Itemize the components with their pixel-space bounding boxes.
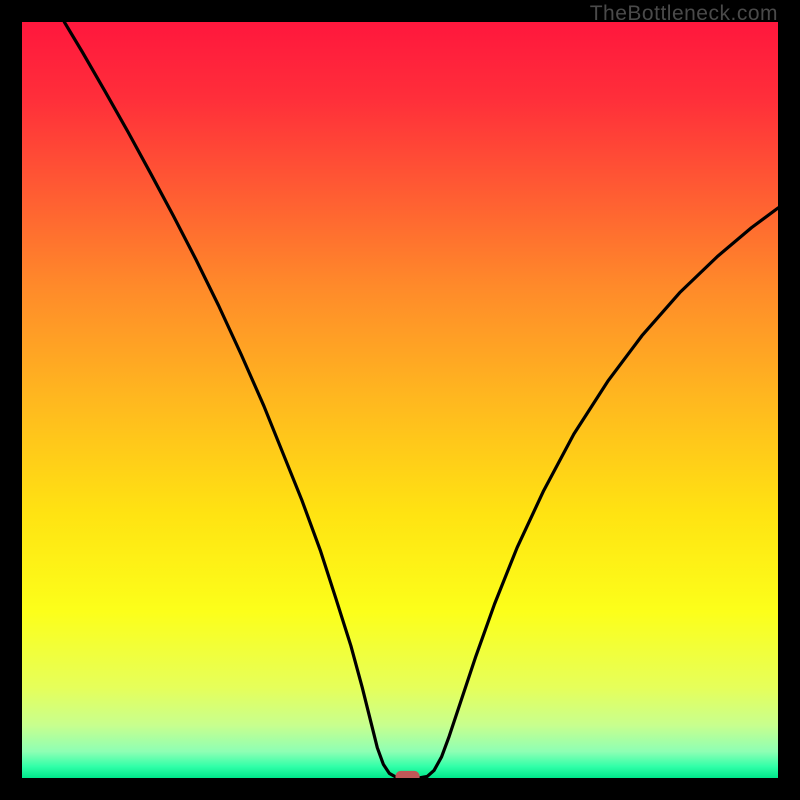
plot-background <box>22 22 778 778</box>
optimum-marker <box>395 771 419 778</box>
watermark-text: TheBottleneck.com <box>590 2 778 26</box>
plot-area <box>22 22 778 778</box>
chart-frame: TheBottleneck.com <box>0 0 800 800</box>
bottleneck-curve-chart <box>22 22 778 778</box>
